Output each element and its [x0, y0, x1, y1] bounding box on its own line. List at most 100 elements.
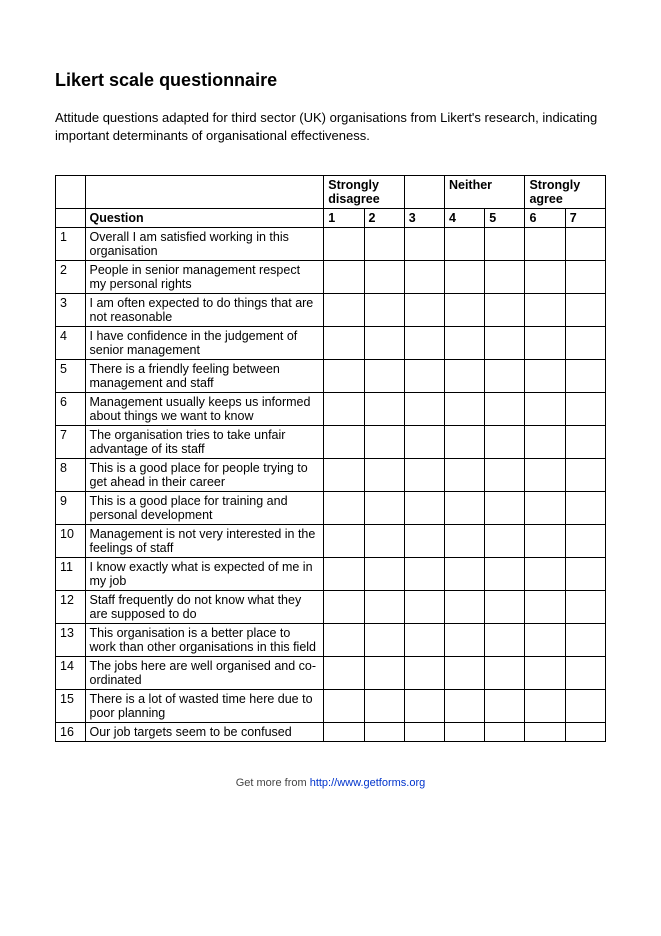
- scale-cell[interactable]: [565, 459, 605, 492]
- scale-cell[interactable]: [364, 624, 404, 657]
- scale-cell[interactable]: [444, 690, 484, 723]
- scale-cell[interactable]: [565, 261, 605, 294]
- scale-cell[interactable]: [404, 459, 444, 492]
- scale-cell[interactable]: [404, 360, 444, 393]
- scale-cell[interactable]: [485, 360, 525, 393]
- scale-cell[interactable]: [444, 261, 484, 294]
- scale-cell[interactable]: [404, 558, 444, 591]
- scale-cell[interactable]: [565, 228, 605, 261]
- scale-cell[interactable]: [404, 393, 444, 426]
- scale-cell[interactable]: [525, 360, 565, 393]
- scale-cell[interactable]: [444, 327, 484, 360]
- scale-cell[interactable]: [404, 492, 444, 525]
- scale-cell[interactable]: [404, 657, 444, 690]
- scale-cell[interactable]: [485, 294, 525, 327]
- scale-cell[interactable]: [565, 327, 605, 360]
- scale-cell[interactable]: [565, 690, 605, 723]
- scale-cell[interactable]: [404, 261, 444, 294]
- scale-cell[interactable]: [324, 393, 364, 426]
- scale-cell[interactable]: [364, 558, 404, 591]
- scale-cell[interactable]: [444, 228, 484, 261]
- scale-cell[interactable]: [444, 360, 484, 393]
- scale-cell[interactable]: [485, 327, 525, 360]
- scale-cell[interactable]: [404, 426, 444, 459]
- scale-cell[interactable]: [444, 426, 484, 459]
- scale-cell[interactable]: [444, 591, 484, 624]
- scale-cell[interactable]: [565, 492, 605, 525]
- scale-cell[interactable]: [404, 228, 444, 261]
- scale-cell[interactable]: [404, 723, 444, 742]
- scale-cell[interactable]: [485, 690, 525, 723]
- scale-cell[interactable]: [364, 393, 404, 426]
- scale-cell[interactable]: [565, 723, 605, 742]
- scale-cell[interactable]: [324, 723, 364, 742]
- scale-cell[interactable]: [364, 723, 404, 742]
- scale-cell[interactable]: [364, 690, 404, 723]
- scale-cell[interactable]: [444, 393, 484, 426]
- scale-cell[interactable]: [364, 228, 404, 261]
- scale-cell[interactable]: [525, 624, 565, 657]
- scale-cell[interactable]: [364, 261, 404, 294]
- scale-cell[interactable]: [324, 459, 364, 492]
- scale-cell[interactable]: [324, 525, 364, 558]
- scale-cell[interactable]: [565, 294, 605, 327]
- scale-cell[interactable]: [485, 558, 525, 591]
- scale-cell[interactable]: [565, 657, 605, 690]
- scale-cell[interactable]: [404, 690, 444, 723]
- scale-cell[interactable]: [485, 459, 525, 492]
- scale-cell[interactable]: [444, 459, 484, 492]
- scale-cell[interactable]: [364, 426, 404, 459]
- scale-cell[interactable]: [485, 393, 525, 426]
- scale-cell[interactable]: [404, 294, 444, 327]
- scale-cell[interactable]: [324, 228, 364, 261]
- scale-cell[interactable]: [444, 624, 484, 657]
- scale-cell[interactable]: [565, 426, 605, 459]
- scale-cell[interactable]: [364, 657, 404, 690]
- scale-cell[interactable]: [324, 294, 364, 327]
- scale-cell[interactable]: [324, 492, 364, 525]
- scale-cell[interactable]: [324, 360, 364, 393]
- scale-cell[interactable]: [364, 360, 404, 393]
- scale-cell[interactable]: [485, 657, 525, 690]
- scale-cell[interactable]: [525, 723, 565, 742]
- scale-cell[interactable]: [324, 261, 364, 294]
- scale-cell[interactable]: [324, 591, 364, 624]
- scale-cell[interactable]: [444, 525, 484, 558]
- scale-cell[interactable]: [444, 294, 484, 327]
- scale-cell[interactable]: [565, 393, 605, 426]
- scale-cell[interactable]: [485, 492, 525, 525]
- scale-cell[interactable]: [364, 327, 404, 360]
- scale-cell[interactable]: [444, 492, 484, 525]
- scale-cell[interactable]: [364, 294, 404, 327]
- scale-cell[interactable]: [404, 327, 444, 360]
- scale-cell[interactable]: [444, 657, 484, 690]
- scale-cell[interactable]: [364, 459, 404, 492]
- scale-cell[interactable]: [404, 624, 444, 657]
- scale-cell[interactable]: [525, 426, 565, 459]
- scale-cell[interactable]: [525, 327, 565, 360]
- scale-cell[interactable]: [525, 228, 565, 261]
- scale-cell[interactable]: [324, 558, 364, 591]
- scale-cell[interactable]: [324, 327, 364, 360]
- scale-cell[interactable]: [324, 624, 364, 657]
- scale-cell[interactable]: [324, 426, 364, 459]
- scale-cell[interactable]: [485, 591, 525, 624]
- scale-cell[interactable]: [364, 525, 404, 558]
- scale-cell[interactable]: [565, 360, 605, 393]
- scale-cell[interactable]: [485, 228, 525, 261]
- scale-cell[interactable]: [485, 525, 525, 558]
- scale-cell[interactable]: [444, 723, 484, 742]
- scale-cell[interactable]: [525, 657, 565, 690]
- scale-cell[interactable]: [525, 294, 565, 327]
- scale-cell[interactable]: [324, 657, 364, 690]
- scale-cell[interactable]: [444, 558, 484, 591]
- scale-cell[interactable]: [525, 261, 565, 294]
- scale-cell[interactable]: [525, 459, 565, 492]
- scale-cell[interactable]: [565, 525, 605, 558]
- scale-cell[interactable]: [324, 690, 364, 723]
- scale-cell[interactable]: [565, 624, 605, 657]
- footer-link[interactable]: http://www.getforms.org: [310, 777, 426, 789]
- scale-cell[interactable]: [364, 591, 404, 624]
- scale-cell[interactable]: [485, 426, 525, 459]
- scale-cell[interactable]: [364, 492, 404, 525]
